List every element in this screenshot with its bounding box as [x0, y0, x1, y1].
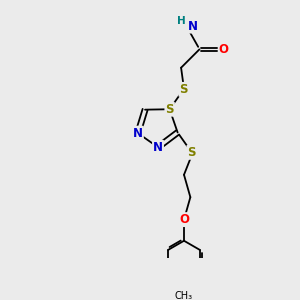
Text: S: S — [179, 83, 188, 96]
Text: N: N — [133, 127, 143, 140]
Text: S: S — [188, 146, 196, 159]
Text: N: N — [153, 141, 163, 154]
Text: O: O — [179, 213, 189, 226]
Text: N: N — [188, 20, 198, 33]
Text: H: H — [178, 16, 186, 26]
Text: S: S — [165, 103, 174, 116]
Text: CH₃: CH₃ — [175, 291, 193, 300]
Text: O: O — [219, 43, 229, 56]
